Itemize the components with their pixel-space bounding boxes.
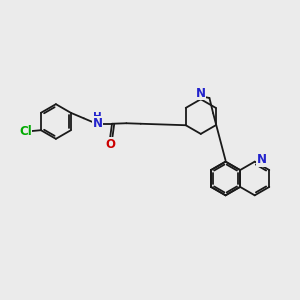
Text: N: N bbox=[93, 117, 103, 130]
Text: N: N bbox=[257, 153, 267, 166]
Text: O: O bbox=[105, 138, 115, 151]
Text: Cl: Cl bbox=[19, 125, 31, 138]
Text: N: N bbox=[196, 86, 206, 100]
Text: H: H bbox=[93, 112, 102, 122]
